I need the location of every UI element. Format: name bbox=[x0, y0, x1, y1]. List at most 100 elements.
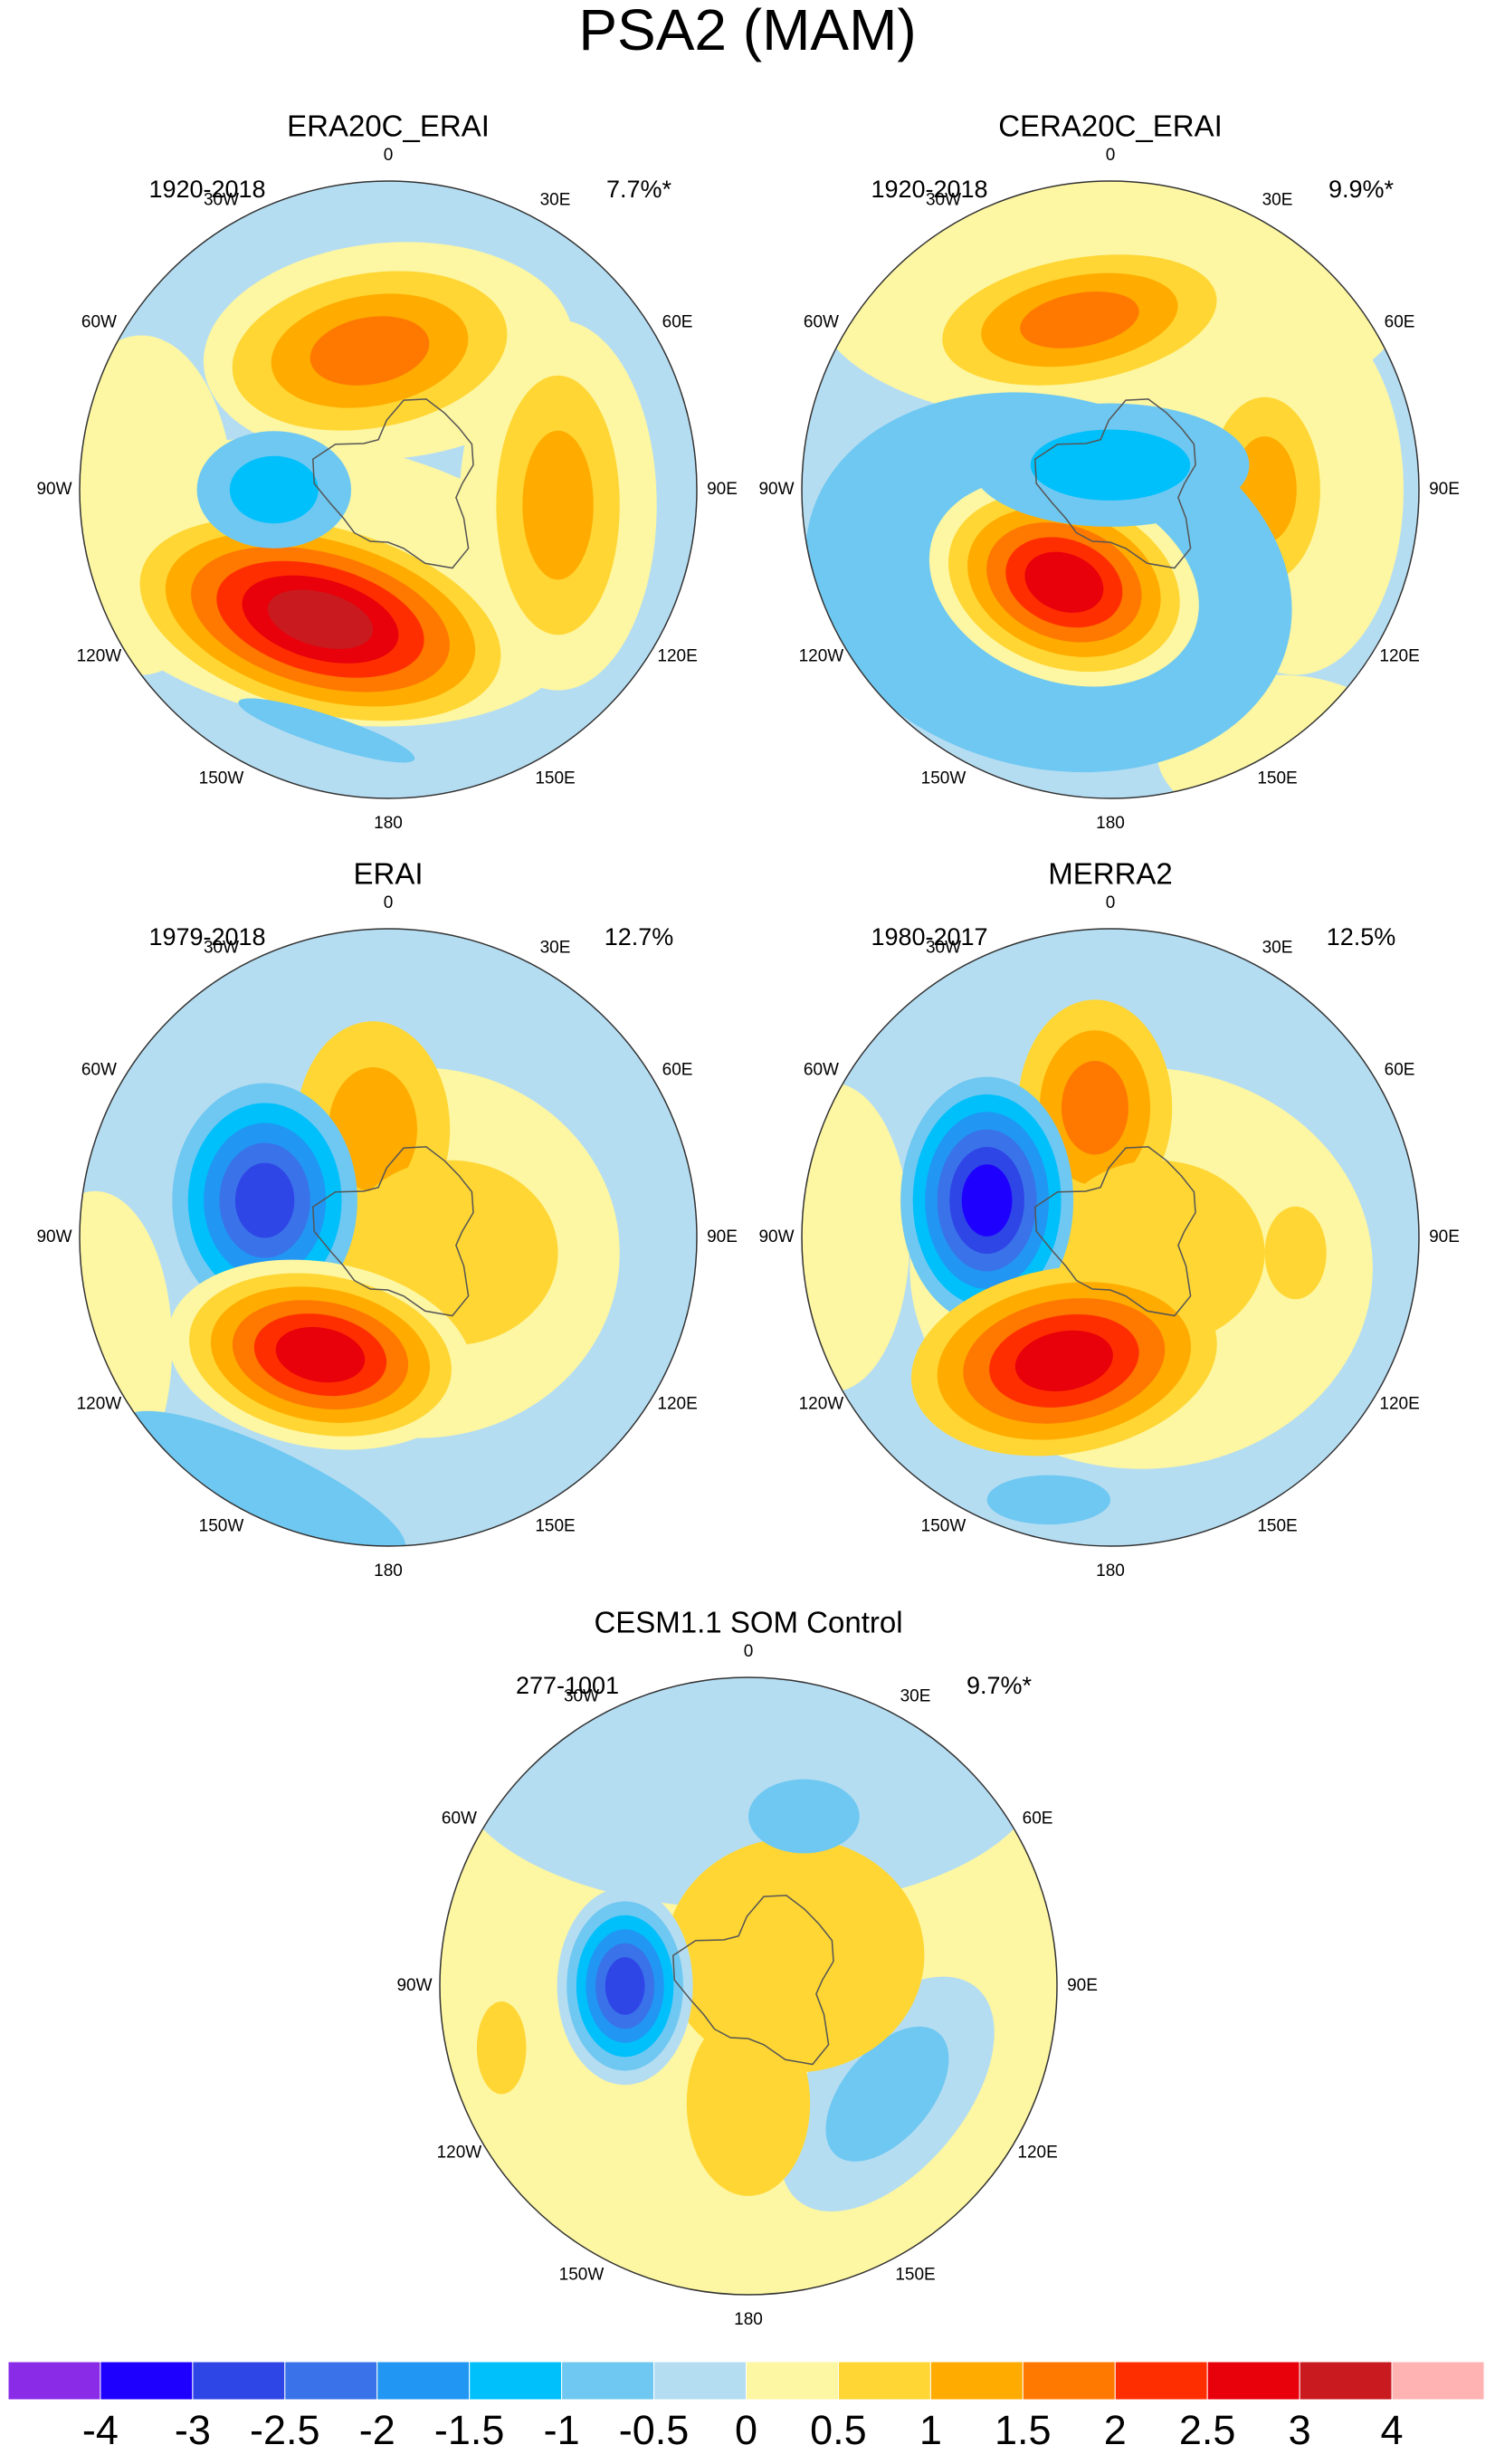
panel-title: ERAI bbox=[353, 857, 423, 891]
longitude-label: 90E bbox=[707, 1227, 738, 1246]
colorbar-label: 2 bbox=[1104, 2407, 1127, 2453]
colorbar-label: -1 bbox=[544, 2407, 580, 2453]
longitude-label: 60E bbox=[662, 313, 693, 332]
longitude-label: 90W bbox=[36, 1227, 71, 1246]
map-border bbox=[801, 928, 1420, 1547]
contour-region bbox=[825, 2026, 949, 2162]
longitude-label: 150E bbox=[535, 1517, 575, 1536]
coastline bbox=[672, 1895, 834, 2066]
longitude-label: 120W bbox=[799, 647, 844, 666]
colorbar-box bbox=[1391, 2361, 1485, 2401]
contour-region bbox=[1020, 291, 1139, 349]
longitude-label: 60E bbox=[662, 1061, 693, 1080]
variance-label: 12.5% bbox=[1327, 923, 1396, 950]
colorbar-box bbox=[1299, 2361, 1393, 2401]
contour-region bbox=[275, 1326, 366, 1383]
contour-fill bbox=[440, 1677, 1057, 2295]
panel-title: CERA20C_ERAI bbox=[998, 110, 1223, 143]
contour-region bbox=[267, 589, 374, 649]
contour-region bbox=[1062, 1061, 1128, 1155]
contour-region bbox=[1264, 1206, 1327, 1300]
longitude-label: 180 bbox=[1096, 814, 1125, 833]
colorbar-label: -2 bbox=[359, 2407, 395, 2453]
longitude-label: 150E bbox=[535, 769, 575, 788]
colorbar-box bbox=[746, 2361, 839, 2401]
longitude-label: 0 bbox=[1106, 893, 1116, 912]
map-border bbox=[79, 180, 698, 799]
contour-region bbox=[238, 698, 415, 763]
map-border bbox=[79, 928, 698, 1547]
map-panel: ERA20C_ERAI 1920-2018 7.7%* 0 30E 60E 90E 120E 1… bbox=[36, 110, 737, 833]
longitude-label: 30W bbox=[204, 938, 239, 957]
longitude-label: 120W bbox=[437, 2144, 482, 2163]
longitude-label: 180 bbox=[734, 2310, 763, 2329]
longitude-label: 150W bbox=[921, 1517, 967, 1536]
coastline bbox=[1034, 1146, 1196, 1317]
contour-region bbox=[229, 455, 319, 524]
colorbar-box bbox=[1114, 2361, 1208, 2401]
longitude-label: 90E bbox=[1429, 480, 1460, 499]
variance-label: 9.7%* bbox=[967, 1672, 1033, 1699]
longitude-label: 150E bbox=[895, 2266, 935, 2285]
contour-region bbox=[1030, 429, 1191, 501]
longitude-label: 30E bbox=[1262, 938, 1293, 957]
colorbar-box bbox=[284, 2361, 378, 2401]
longitude-label: 60E bbox=[1023, 1810, 1053, 1829]
longitude-label: 0 bbox=[384, 146, 394, 165]
longitude-label: 60E bbox=[1385, 313, 1415, 332]
colorbar-box bbox=[100, 2361, 194, 2401]
longitude-label: 150E bbox=[1257, 769, 1297, 788]
contour-region bbox=[309, 316, 430, 386]
longitude-label: 180 bbox=[1096, 1561, 1125, 1581]
map-panel: MERRA2 1980-2017 12.5% 0 30E 60E 90E 120E 150E 18… bbox=[758, 857, 1459, 1581]
contour-region bbox=[961, 1164, 1013, 1237]
longitude-label: 150W bbox=[921, 769, 967, 788]
contour-region bbox=[664, 1838, 925, 2073]
colorbar-label: 0.5 bbox=[810, 2407, 867, 2453]
colorbar-label: 1.5 bbox=[995, 2407, 1052, 2453]
contour-region bbox=[522, 430, 594, 580]
longitude-label: 120W bbox=[799, 1395, 844, 1414]
colorbar-label: 2.5 bbox=[1179, 2407, 1236, 2453]
colorbar-label: 1 bbox=[919, 2407, 942, 2453]
longitude-label: 120E bbox=[657, 647, 697, 666]
contour-fill bbox=[802, 181, 1419, 798]
contour-region bbox=[986, 1475, 1111, 1525]
colorbar-label: -2.5 bbox=[250, 2407, 320, 2453]
colorbar-box bbox=[469, 2361, 563, 2401]
colorbar-label: 0 bbox=[735, 2407, 757, 2453]
colorbar-label: -1.5 bbox=[434, 2407, 505, 2453]
panel-title: MERRA2 bbox=[1048, 857, 1173, 891]
period-label: 277-1001 bbox=[516, 1672, 619, 1699]
colorbar-box bbox=[1206, 2361, 1300, 2401]
contour-region bbox=[1014, 1330, 1113, 1392]
coastline bbox=[312, 398, 474, 569]
coastline bbox=[1034, 398, 1196, 569]
period-label: 1920-2018 bbox=[148, 176, 265, 203]
contour-region bbox=[234, 1162, 295, 1238]
longitude-label: 30W bbox=[926, 190, 961, 209]
contour-region bbox=[124, 1410, 406, 1546]
colorbar-label: -0.5 bbox=[619, 2407, 690, 2453]
longitude-label: 30E bbox=[540, 190, 571, 209]
longitude-label: 120E bbox=[1017, 2144, 1057, 2163]
figure-title: PSA2 (MAM) bbox=[578, 0, 916, 62]
colorbar-label: -3 bbox=[175, 2407, 211, 2453]
colorbar-box bbox=[929, 2361, 1024, 2401]
colorbar-box bbox=[837, 2361, 931, 2401]
colorbar-label: -4 bbox=[82, 2407, 119, 2453]
longitude-label: 120E bbox=[1379, 1395, 1419, 1414]
colorbar: -4 -3 -2.5 -2 -1.5 -1 -0.5 0 0.5 1 1.5 2 2.5 3 4 bbox=[7, 2361, 1485, 2453]
longitude-label: 0 bbox=[744, 1642, 754, 1661]
map-border bbox=[439, 1676, 1058, 2296]
longitude-label: 180 bbox=[374, 1561, 403, 1581]
colorbar-box bbox=[653, 2361, 747, 2401]
longitude-label: 90E bbox=[707, 480, 738, 499]
longitude-label: 120E bbox=[1379, 647, 1419, 666]
map-border bbox=[801, 180, 1420, 799]
longitude-label: 60W bbox=[81, 1061, 117, 1080]
period-label: 1979-2018 bbox=[148, 923, 265, 950]
longitude-label: 150W bbox=[199, 1517, 244, 1536]
longitude-label: 90W bbox=[758, 1227, 794, 1246]
